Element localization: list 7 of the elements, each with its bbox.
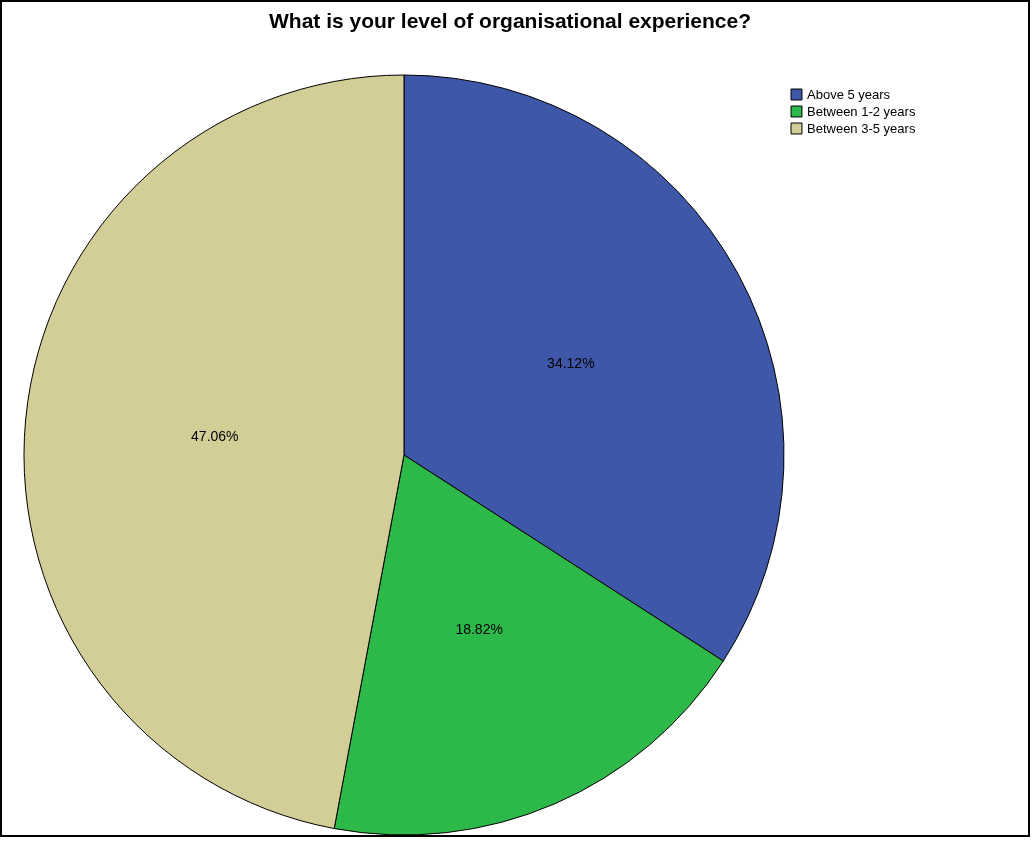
- data-label: 47.06%: [191, 428, 239, 445]
- legend-label: Between 1-2 years: [807, 103, 916, 119]
- legend-label: Between 3-5 years: [807, 120, 916, 136]
- data-label: 34.12%: [547, 355, 595, 372]
- data-label: 18.82%: [455, 620, 503, 637]
- legend-label: Above 5 years: [807, 86, 891, 102]
- chart-title: What is your level of organisational experience?: [269, 9, 751, 32]
